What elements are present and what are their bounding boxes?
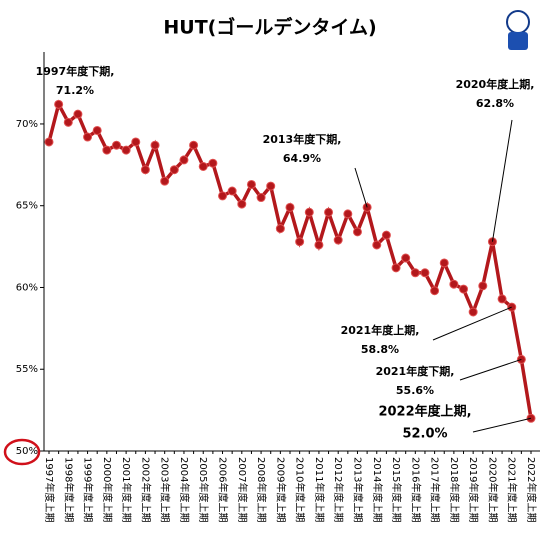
x-tick-label: 2009年度上期 bbox=[274, 457, 287, 522]
leader-line bbox=[432, 306, 512, 341]
data-point bbox=[73, 109, 83, 119]
y-tick-label: 65% bbox=[16, 201, 38, 212]
data-point bbox=[314, 240, 324, 250]
annotation: 2021年度下期, bbox=[376, 364, 455, 378]
data-point bbox=[343, 209, 353, 219]
data-point bbox=[304, 207, 314, 217]
data-point bbox=[459, 284, 469, 294]
data-point bbox=[121, 145, 131, 155]
x-tick-label: 2016年度上期 bbox=[409, 457, 422, 522]
data-point bbox=[439, 258, 449, 268]
data-point bbox=[218, 191, 228, 201]
data-point bbox=[198, 161, 208, 171]
value-label: 58.8% bbox=[361, 343, 399, 356]
data-point bbox=[391, 263, 401, 273]
annotation: 1997年度下期, bbox=[36, 64, 115, 78]
data-point bbox=[44, 137, 54, 147]
x-tick-label: 2012年度上期 bbox=[332, 457, 345, 522]
x-tick-label: 2000年度上期 bbox=[101, 457, 114, 522]
highlight-circle bbox=[3, 438, 41, 466]
value-label: 64.9% bbox=[283, 152, 321, 165]
y-tick-label: 70% bbox=[16, 119, 38, 130]
leader-line bbox=[354, 167, 368, 208]
leader-line bbox=[459, 358, 522, 381]
data-point bbox=[381, 230, 391, 240]
data-point bbox=[237, 199, 247, 209]
data-point bbox=[131, 137, 141, 147]
data-point bbox=[497, 294, 507, 304]
data-point bbox=[111, 140, 121, 150]
data-point bbox=[246, 179, 256, 189]
x-tick-label: 2018年度上期 bbox=[448, 457, 461, 522]
x-tick-label: 2011年度上期 bbox=[313, 457, 326, 522]
data-point bbox=[189, 140, 199, 150]
annotation: 2021年度上期, bbox=[341, 323, 420, 337]
x-tick-label: 2010年度上期 bbox=[294, 457, 307, 522]
chart-title: HUT(ゴールデンタイム) bbox=[163, 16, 376, 39]
data-point bbox=[478, 281, 488, 291]
data-point bbox=[208, 158, 218, 168]
x-tick-label: 2002年度上期 bbox=[139, 457, 152, 522]
x-tick-label: 2021年度上期 bbox=[506, 457, 519, 522]
value-label: 62.8% bbox=[476, 97, 514, 110]
data-point bbox=[275, 224, 285, 234]
value-label: 52.0% bbox=[402, 427, 447, 442]
value-label: 71.2% bbox=[56, 84, 94, 97]
data-point bbox=[468, 307, 478, 317]
data-point bbox=[372, 240, 382, 250]
data-point bbox=[430, 286, 440, 296]
x-tick-label: 2008年度上期 bbox=[255, 457, 268, 522]
x-tick-label: 1998年度上期 bbox=[62, 457, 75, 522]
leader-line bbox=[472, 417, 532, 433]
data-point bbox=[285, 202, 295, 212]
data-point bbox=[54, 99, 64, 109]
data-point bbox=[150, 140, 160, 150]
data-point bbox=[401, 253, 411, 263]
x-tick-label: 2022年度上期 bbox=[525, 457, 538, 522]
data-point bbox=[410, 268, 420, 278]
x-tick-label: 2013年度上期 bbox=[351, 457, 364, 522]
data-point bbox=[266, 181, 276, 191]
data-point bbox=[449, 279, 459, 289]
annotation: 2020年度上期, bbox=[456, 77, 535, 91]
data-point bbox=[92, 125, 102, 135]
value-label: 55.6% bbox=[396, 384, 434, 397]
data-point bbox=[83, 132, 93, 142]
y-tick-label: 50% bbox=[16, 446, 38, 457]
x-tick-label: 2001年度上期 bbox=[120, 457, 133, 522]
y-tick-label: 60% bbox=[16, 282, 38, 293]
data-point bbox=[63, 117, 73, 127]
leader-line bbox=[491, 119, 513, 242]
x-tick-label: 2017年度上期 bbox=[429, 457, 442, 522]
y-tick-label: 55% bbox=[16, 364, 38, 375]
data-point bbox=[333, 235, 343, 245]
data-point bbox=[179, 155, 189, 165]
x-tick-label: 2020年度上期 bbox=[486, 457, 499, 522]
x-tick-label: 2014年度上期 bbox=[371, 457, 384, 522]
data-point bbox=[352, 227, 362, 237]
x-tick-label: 1997年度上期 bbox=[43, 457, 56, 522]
data-point bbox=[227, 186, 237, 196]
x-tick-label: 2005年度上期 bbox=[197, 457, 210, 522]
data-point bbox=[324, 207, 334, 217]
x-tick-label: 1999年度上期 bbox=[82, 457, 95, 522]
x-tick-label: 2015年度上期 bbox=[390, 457, 403, 522]
mascot-icon bbox=[506, 10, 530, 50]
x-tick-label: 2004年度上期 bbox=[178, 457, 191, 522]
x-tick-label: 2006年度上期 bbox=[217, 457, 230, 522]
data-point bbox=[140, 165, 150, 175]
annotation: 2013年度下期, bbox=[263, 132, 342, 146]
x-tick-label: 2007年度上期 bbox=[236, 457, 249, 522]
x-tick-label: 2003年度上期 bbox=[159, 457, 172, 522]
x-tick-label: 2019年度上期 bbox=[467, 457, 480, 522]
data-point bbox=[102, 145, 112, 155]
data-point bbox=[420, 268, 430, 278]
data-point bbox=[160, 176, 170, 186]
data-point bbox=[256, 193, 266, 203]
data-point bbox=[295, 237, 305, 247]
annotation: 2022年度上期, bbox=[378, 404, 471, 420]
data-point bbox=[169, 165, 179, 175]
